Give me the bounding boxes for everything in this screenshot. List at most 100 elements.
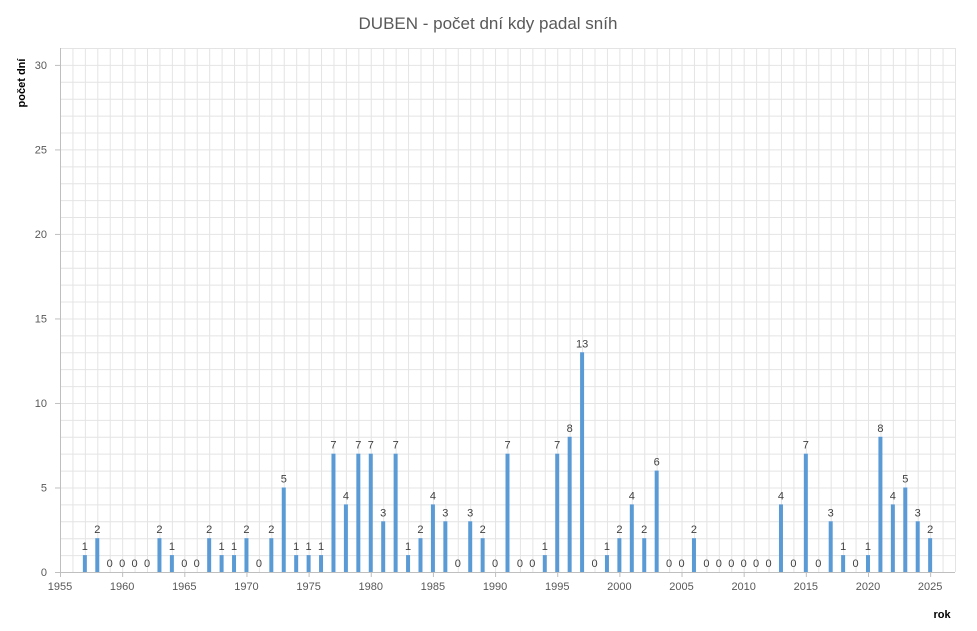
bar <box>269 538 274 572</box>
bar <box>294 555 299 572</box>
data-label: 1 <box>604 541 610 553</box>
data-label: 3 <box>442 507 448 519</box>
y-axis-title: počet dní <box>16 58 28 108</box>
bar <box>319 555 324 572</box>
bar <box>219 555 224 572</box>
data-label: 1 <box>306 541 312 553</box>
data-label: 2 <box>206 524 212 536</box>
data-label: 2 <box>480 524 486 536</box>
bar <box>443 521 448 572</box>
bar <box>244 538 249 572</box>
bar <box>654 470 659 572</box>
bar <box>393 453 398 572</box>
bar <box>169 555 174 572</box>
bar <box>430 504 435 572</box>
data-label: 2 <box>156 524 162 536</box>
x-tick-label: 1975 <box>296 581 320 593</box>
bar <box>505 453 510 572</box>
x-tick-label: 2025 <box>918 581 942 593</box>
axes <box>55 48 955 577</box>
data-label: 7 <box>355 440 361 452</box>
data-label: 4 <box>890 490 896 502</box>
x-tick-label: 2010 <box>731 581 755 593</box>
chart-title: DUBEN - počet dní kdy padal sníh <box>359 14 618 33</box>
bar <box>580 352 585 572</box>
data-label: 0 <box>703 558 709 570</box>
data-label: 1 <box>219 541 225 553</box>
bar <box>82 555 87 572</box>
x-tick-label: 1990 <box>483 581 507 593</box>
x-tick-label: 1970 <box>234 581 258 593</box>
bar <box>890 504 895 572</box>
data-label: 2 <box>691 524 697 536</box>
data-label: 1 <box>840 541 846 553</box>
data-label: 2 <box>268 524 274 536</box>
data-label: 0 <box>716 558 722 570</box>
data-label: 5 <box>902 473 908 485</box>
bar <box>567 436 572 572</box>
bar <box>828 521 833 572</box>
bar <box>617 538 622 572</box>
data-label: 0 <box>753 558 759 570</box>
x-tick-label: 1960 <box>110 581 134 593</box>
data-label: 7 <box>330 440 336 452</box>
bar-series <box>82 352 933 572</box>
bar <box>406 555 411 572</box>
data-label: 1 <box>405 541 411 553</box>
data-label: 1 <box>82 541 88 553</box>
x-tick-label: 2000 <box>607 581 631 593</box>
x-tick-label: 1955 <box>48 581 72 593</box>
x-tick-label: 1965 <box>172 581 196 593</box>
bar <box>281 487 286 572</box>
data-label: 3 <box>380 507 386 519</box>
data-label: 0 <box>455 558 461 570</box>
bar <box>356 453 361 572</box>
tick-labels: 1955 1960 1965 1970 1975 1980 1985 1990 1995 2000… <box>35 60 943 593</box>
bar <box>331 453 336 572</box>
data-label: 4 <box>778 490 784 502</box>
bar <box>157 538 162 572</box>
data-label: 7 <box>368 440 374 452</box>
x-tick-label: 1980 <box>359 581 383 593</box>
data-label: 4 <box>629 490 635 502</box>
data-label: 0 <box>132 558 138 570</box>
x-tick-label: 1995 <box>545 581 569 593</box>
data-label: 8 <box>877 423 883 435</box>
bar <box>207 538 212 572</box>
data-label: 0 <box>815 558 821 570</box>
data-label: 0 <box>517 558 523 570</box>
data-label: 1 <box>865 541 871 553</box>
data-label: 2 <box>927 524 933 536</box>
data-label: 0 <box>492 558 498 570</box>
y-tick-label: 0 <box>41 567 47 579</box>
data-label: 0 <box>728 558 734 570</box>
y-tick-label: 20 <box>35 229 47 241</box>
data-label: 1 <box>231 541 237 553</box>
data-label: 1 <box>293 541 299 553</box>
x-tick-label: 2020 <box>856 581 880 593</box>
data-label: 1 <box>318 541 324 553</box>
y-tick-label: 5 <box>41 482 47 494</box>
data-label: 4 <box>343 490 349 502</box>
bar <box>865 555 870 572</box>
bar <box>928 538 933 572</box>
data-label: 2 <box>616 524 622 536</box>
bar <box>915 521 920 572</box>
bar <box>778 504 783 572</box>
bar <box>903 487 908 572</box>
data-label: 0 <box>107 558 113 570</box>
data-label: 2 <box>641 524 647 536</box>
data-label: 0 <box>119 558 125 570</box>
bar <box>878 436 883 572</box>
bar <box>95 538 100 572</box>
data-label: 0 <box>765 558 771 570</box>
data-label: 0 <box>678 558 684 570</box>
data-label: 3 <box>915 507 921 519</box>
bar <box>642 538 647 572</box>
data-label: 13 <box>576 338 588 350</box>
data-label: 3 <box>467 507 473 519</box>
bar <box>803 453 808 572</box>
